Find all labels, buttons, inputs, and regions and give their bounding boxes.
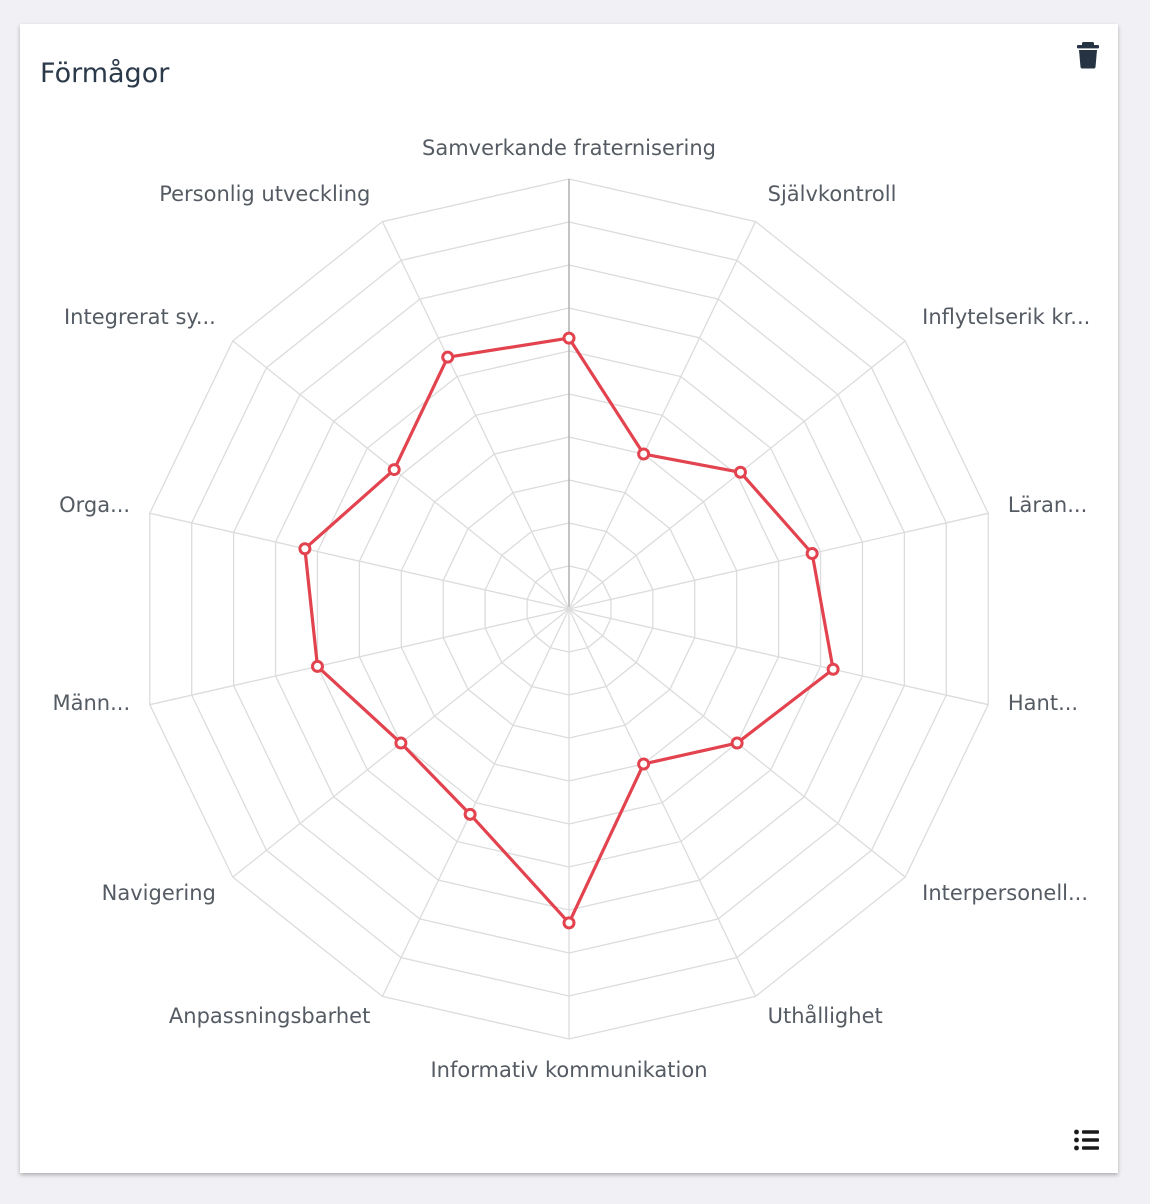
axis-label: Samverkande fraternisering — [422, 136, 716, 160]
data-point[interactable] — [562, 916, 576, 930]
list-icon[interactable] — [1073, 1128, 1101, 1152]
axis-label: Informativ kommunikation — [430, 1058, 707, 1082]
axis-label: Navigering — [102, 881, 216, 905]
data-point[interactable] — [310, 659, 324, 673]
radar-spoke — [568, 608, 757, 997]
data-point[interactable] — [298, 542, 312, 556]
radar-spoke — [568, 608, 989, 706]
radar-axis-labels: Samverkande fraternisering Självkontroll I… — [52, 136, 1090, 1082]
axis-label: Männ... — [52, 691, 130, 715]
axis-label: Orga... — [59, 493, 130, 517]
axis-label: Inflytelserik kr... — [922, 305, 1090, 329]
data-point[interactable] — [805, 547, 819, 561]
radar-spoke — [149, 608, 570, 706]
radar-spoke — [149, 512, 570, 610]
radar-series — [298, 331, 840, 930]
axis-label: Anpassningsbarhet — [169, 1004, 370, 1028]
trash-icon[interactable] — [1075, 41, 1101, 69]
data-point[interactable] — [441, 350, 455, 364]
axis-label: Uthållighet — [768, 1003, 883, 1028]
data-point[interactable] — [733, 465, 747, 479]
radar-spokes — [149, 179, 989, 1039]
radar-chart: Samverkande fraternisering Självkontroll I… — [52, 136, 1090, 1082]
card-title: Förmågor — [40, 58, 170, 89]
data-point[interactable] — [637, 447, 651, 461]
radar-spoke — [232, 340, 570, 610]
axis-label: Hant... — [1008, 691, 1078, 715]
data-point[interactable] — [730, 736, 744, 750]
abilities-card: Förmågor Samverkande fraternisering Själv… — [20, 24, 1118, 1173]
data-point[interactable] — [387, 463, 401, 477]
axis-label: Läran... — [1008, 493, 1087, 517]
axis-label: Integrerat sy... — [64, 305, 216, 329]
radar-spoke — [568, 512, 989, 610]
data-point[interactable] — [826, 662, 840, 676]
radar-spoke — [568, 221, 757, 610]
data-point[interactable] — [562, 331, 576, 345]
radar-spoke — [381, 608, 570, 997]
axis-label: Självkontroll — [768, 182, 897, 206]
data-point[interactable] — [463, 807, 477, 821]
axis-label: Interpersonell... — [922, 881, 1088, 905]
data-point[interactable] — [637, 757, 651, 771]
axis-label: Personlig utveckling — [159, 182, 370, 206]
data-point[interactable] — [394, 736, 408, 750]
radar-spoke — [381, 221, 570, 610]
